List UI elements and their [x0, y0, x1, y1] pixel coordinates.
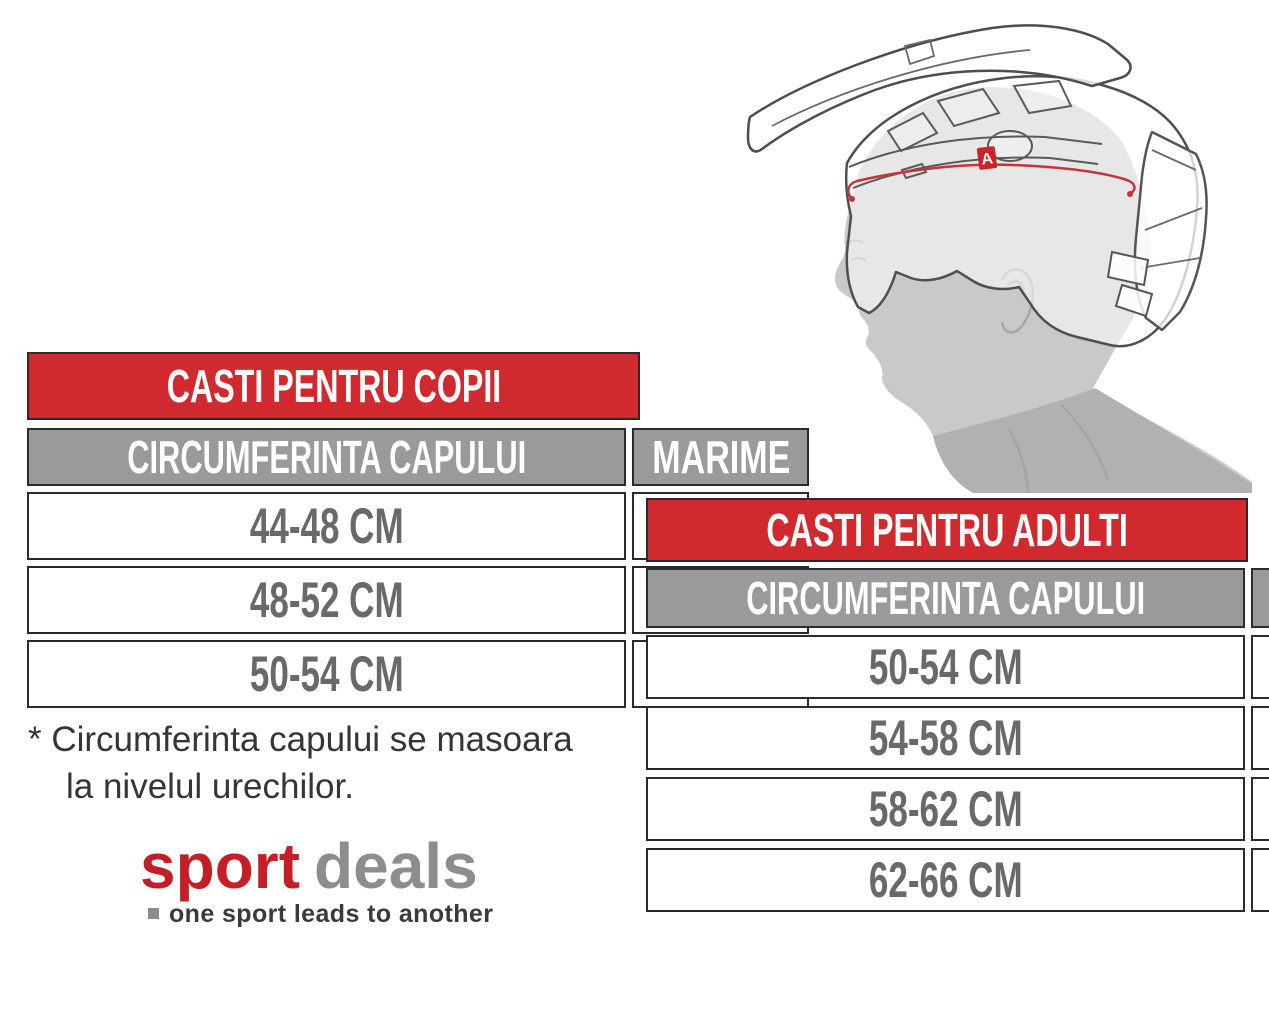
logo-word-sport: sport	[140, 830, 300, 902]
children-size-table: CASTI PENTRU COPII CIRCUMFERINTA CAPULUI…	[27, 352, 810, 708]
helmet-vents	[886, 79, 1073, 153]
logo-tagline: one sport leads to another	[169, 900, 494, 928]
adults-table-title: CASTI PENTRU ADULTI	[766, 504, 1128, 556]
logo-tagline-row: one sport leads to another	[148, 900, 493, 929]
adults-row-1-size: M	[1251, 706, 1269, 770]
measurement-line-end-left	[849, 196, 855, 202]
children-table-title-bar: CASTI PENTRU COPII	[27, 352, 640, 420]
children-col-size: MARIME	[632, 428, 810, 486]
measurement-line-end-right	[1127, 191, 1133, 197]
footnote-line-2: la nivelul urechilor.	[66, 767, 354, 806]
helmet-center-vent	[987, 130, 1033, 162]
adults-size-table: CASTI PENTRU ADULTI CIRCUMFERINTA CAPULU…	[646, 498, 1269, 912]
sportdeals-logo: sport deals one sport leads to another	[140, 834, 493, 929]
adults-row-2-circumference: 58-62 CM	[646, 777, 1246, 841]
logo-wordmark: sport deals	[140, 834, 493, 898]
adults-table-title-bar: CASTI PENTRU ADULTI	[646, 498, 1248, 562]
rear-panel-lines	[1139, 149, 1203, 269]
helmet-visor	[746, 24, 1132, 153]
measurement-marker-badge: A	[976, 146, 998, 170]
adults-col-size: MARIME	[1251, 568, 1269, 628]
adults-row-3-circumference: 62-66 CM	[646, 848, 1246, 912]
tagline-square-bullet-icon	[148, 908, 159, 919]
children-row-1-circumference: 48-52 CM	[27, 566, 627, 634]
adults-row-1-circumference: 54-58 CM	[646, 706, 1246, 770]
strap-clip	[1106, 250, 1154, 318]
adults-row-3-size: XL	[1251, 848, 1269, 912]
shoulder-shirt	[933, 388, 1252, 493]
children-table-title: CASTI PENTRU COPII	[166, 360, 501, 412]
adults-row-0-size: S	[1251, 635, 1269, 699]
helmet-rear-panel	[1133, 130, 1208, 332]
adults-row-2-size: L	[1251, 777, 1269, 841]
adults-col-circumference: CIRCUMFERINTA CAPULUI	[646, 568, 1246, 628]
children-col-circumference: CIRCUMFERINTA CAPULUI	[27, 428, 627, 486]
measurement-marker-label: A	[980, 150, 994, 168]
shirt-collar-seam	[1009, 404, 1109, 494]
logo-word-deals: deals	[314, 830, 478, 902]
visor-detail-lines	[771, 38, 1031, 127]
children-row-0-circumference: 44-48 CM	[27, 492, 627, 560]
measurement-footnote: * Circumferinta capului se masoara la ni…	[28, 716, 648, 810]
adults-row-0-circumference: 50-54 CM	[646, 635, 1246, 699]
measurement-line	[847, 163, 1136, 199]
adults-table-grid: CIRCUMFERINTA CAPULUI MARIME 50-54 CM S …	[646, 568, 1269, 912]
helmet-rim-lines	[848, 135, 1103, 189]
children-row-2-circumference: 50-54 CM	[27, 640, 627, 708]
children-table-grid: CIRCUMFERINTA CAPULUI MARIME 44-48 CM XX…	[27, 428, 810, 708]
helmet-measurement-illustration: A	[746, 24, 1252, 494]
footnote-line-1: * Circumferinta capului se masoara	[28, 720, 573, 759]
